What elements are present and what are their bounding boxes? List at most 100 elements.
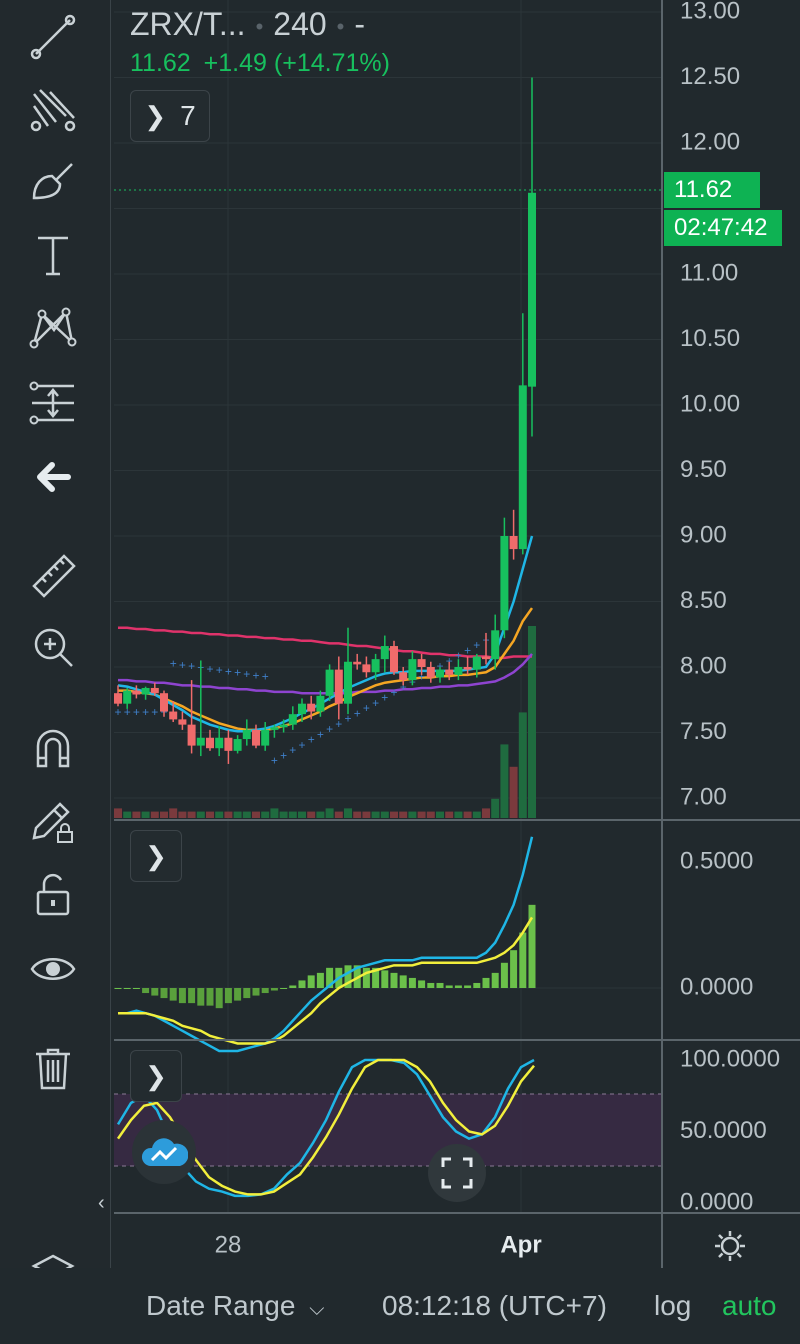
candle-body: [187, 724, 196, 746]
price-change: +1.49: [203, 49, 267, 77]
price-axis-tick: 12.00: [680, 128, 740, 155]
log-scale-toggle[interactable]: log: [654, 1290, 692, 1321]
sar-dot: +: [446, 654, 453, 668]
volume-bar: [408, 811, 417, 818]
lock-drawings-tool[interactable]: [20, 792, 86, 850]
fib-tools[interactable]: [20, 80, 86, 138]
sar-dot: +: [363, 701, 370, 715]
ideas-cloud-button[interactable]: [132, 1120, 196, 1184]
magnet-icon: [36, 729, 70, 768]
brush-tool[interactable]: [20, 152, 86, 210]
macd-histogram-bar: [344, 965, 352, 988]
macd-histogram-bar: [436, 982, 444, 988]
candle-body: [123, 690, 132, 704]
macd-histogram-bar: [188, 988, 196, 1004]
separator-dot: •: [255, 13, 264, 39]
auto-scale-toggle[interactable]: auto: [722, 1290, 777, 1321]
volume-bar: [518, 712, 527, 818]
macd-histogram-bar: [454, 985, 462, 988]
quote-line: 11.62 +1.49 (+14.71%): [130, 49, 390, 78]
candle-body: [169, 711, 178, 720]
macd-signal-line: [118, 916, 534, 1045]
symbol-name[interactable]: ZRX/T...: [130, 6, 246, 42]
macd-histogram-bar: [390, 972, 398, 988]
sar-dot: +: [216, 663, 223, 677]
macd-histogram-bar: [519, 932, 527, 988]
macd-histogram-bar: [160, 988, 168, 999]
time-axis-tick: Apr: [500, 1231, 541, 1258]
candle-body: [132, 690, 141, 695]
last-price-badge: 11.62: [664, 172, 760, 208]
sar-dot: +: [317, 727, 324, 741]
symbol-line[interactable]: ZRX/T... • 240 • -: [130, 6, 390, 43]
macd-histogram-bar: [399, 975, 407, 988]
ruler-tool[interactable]: [20, 546, 86, 604]
parabolic-sar-dots: ++++++++++++++++++++++++++++++++++++++++…: [114, 628, 498, 768]
macd-histogram-bar: [307, 975, 315, 988]
sar-dot: +: [170, 657, 177, 671]
candle-body: [334, 669, 343, 704]
stochastic-band: [114, 1094, 662, 1166]
macd-legend-toggle[interactable]: ❯: [130, 830, 182, 882]
sar-dot: +: [225, 664, 232, 678]
unlock-tool[interactable]: [20, 866, 86, 924]
macd-axis-tick: 0.0000: [680, 973, 753, 1000]
candle-body: [196, 737, 205, 746]
trend-line-tool[interactable]: [20, 8, 86, 66]
chart-settings-button[interactable]: [712, 1228, 748, 1264]
volume-bar: [123, 811, 132, 818]
trash-icon: [36, 1048, 70, 1090]
volume-bar: [390, 811, 398, 818]
pattern-tool[interactable]: [20, 298, 86, 356]
fullscreen-button[interactable]: [428, 1144, 486, 1202]
sar-dot: +: [179, 658, 186, 672]
hide-toolbar-button[interactable]: [20, 448, 86, 506]
visibility-tool[interactable]: [20, 940, 86, 998]
candle-body: [528, 192, 536, 387]
measure-tool[interactable]: [20, 374, 86, 432]
price-axis-tick: 8.50: [680, 587, 727, 614]
zoom-in-tool[interactable]: [20, 618, 86, 676]
candle-body: [399, 672, 408, 681]
chevron-down-icon: ⌵: [309, 1298, 325, 1320]
candle-body: [371, 659, 380, 673]
macd-histogram-bar: [473, 982, 481, 988]
candle-body: [353, 661, 362, 665]
volume-bar: [500, 744, 509, 818]
magnet-tool[interactable]: [20, 720, 86, 778]
scroll-left-chevron-icon[interactable]: ‹: [98, 1192, 105, 1214]
volume-bar: [362, 811, 371, 818]
candle-body: [380, 646, 389, 660]
interval[interactable]: 240: [273, 6, 327, 42]
sar-dot: +: [344, 712, 351, 726]
volume-bar: [160, 811, 168, 818]
sar-dot: +: [464, 643, 471, 657]
candle-body: [261, 729, 270, 746]
timezone-clock[interactable]: 08:12:18 (UTC+7): [382, 1290, 607, 1321]
candle-body: [344, 661, 352, 704]
candle-body: [408, 659, 417, 681]
stochastic-legend-toggle[interactable]: ❯: [130, 1050, 182, 1102]
remove-drawings-tool[interactable]: [20, 1040, 86, 1098]
indicators-toggle-button[interactable]: ❯ 7: [130, 90, 210, 142]
chart-legend[interactable]: ZRX/T... • 240 • - 11.62 +1.49 (+14.71%): [130, 6, 390, 78]
axis-labels: 13.00 12.50 12.00 11.00 10.50 10.00 9.50 9.00 8.…: [215, 0, 780, 1258]
price-axis-tick: 7.00: [680, 783, 727, 810]
text-tool[interactable]: [20, 226, 86, 284]
chevron-right-icon: ❯: [145, 1060, 167, 1091]
candle-body: [518, 385, 527, 550]
candle-body: [233, 739, 242, 751]
volume-bar: [307, 811, 316, 818]
pattern-icon: [29, 307, 77, 349]
sar-dot: +: [142, 705, 149, 719]
volume-bar: [482, 808, 490, 818]
macd-histogram-bar: [372, 967, 380, 988]
stochastic-axis-tick: 0.0000: [680, 1188, 753, 1215]
price-change-percent: (+14.71%): [273, 49, 390, 77]
gear-icon: [715, 1231, 745, 1261]
sar-dot: +: [473, 638, 480, 652]
macd-histogram-bar: [316, 972, 324, 988]
volume-bar: [233, 811, 242, 818]
date-range-button[interactable]: Date Range ⌵: [146, 1290, 324, 1322]
